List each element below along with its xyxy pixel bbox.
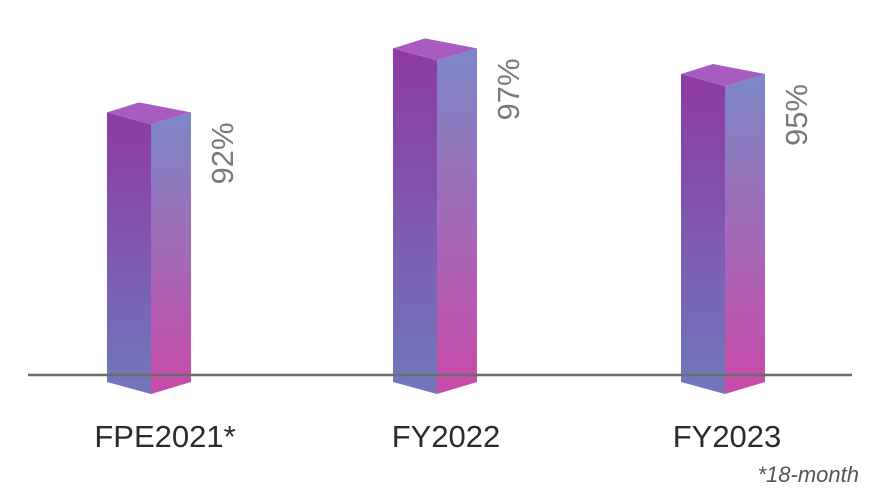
bar-1 (107, 102, 191, 395)
labels-layer: 92% FPE2021* 97% FY2022 95% FY2023 (94, 58, 814, 454)
category-label-1: FPE2021* (94, 419, 235, 454)
bar-3 (681, 64, 765, 394)
bar-front-face (107, 112, 151, 395)
bar-front-face (393, 48, 437, 395)
bar-top-face (681, 64, 765, 86)
bars-layer (107, 38, 765, 395)
bar-side-face (437, 48, 477, 395)
bar-top-face (107, 102, 191, 125)
bar-top-face (393, 38, 477, 61)
bar-front-face (681, 74, 725, 394)
value-label-1: 92% (205, 122, 240, 184)
category-label-2: FY2022 (392, 419, 501, 454)
bar-side-face (725, 74, 765, 394)
value-label-3: 95% (779, 84, 814, 146)
bar-2 (393, 38, 477, 395)
bar-side-face (151, 112, 191, 395)
footnote: *18-month (757, 462, 859, 487)
category-label-3: FY2023 (673, 419, 782, 454)
value-label-2: 97% (491, 58, 526, 120)
